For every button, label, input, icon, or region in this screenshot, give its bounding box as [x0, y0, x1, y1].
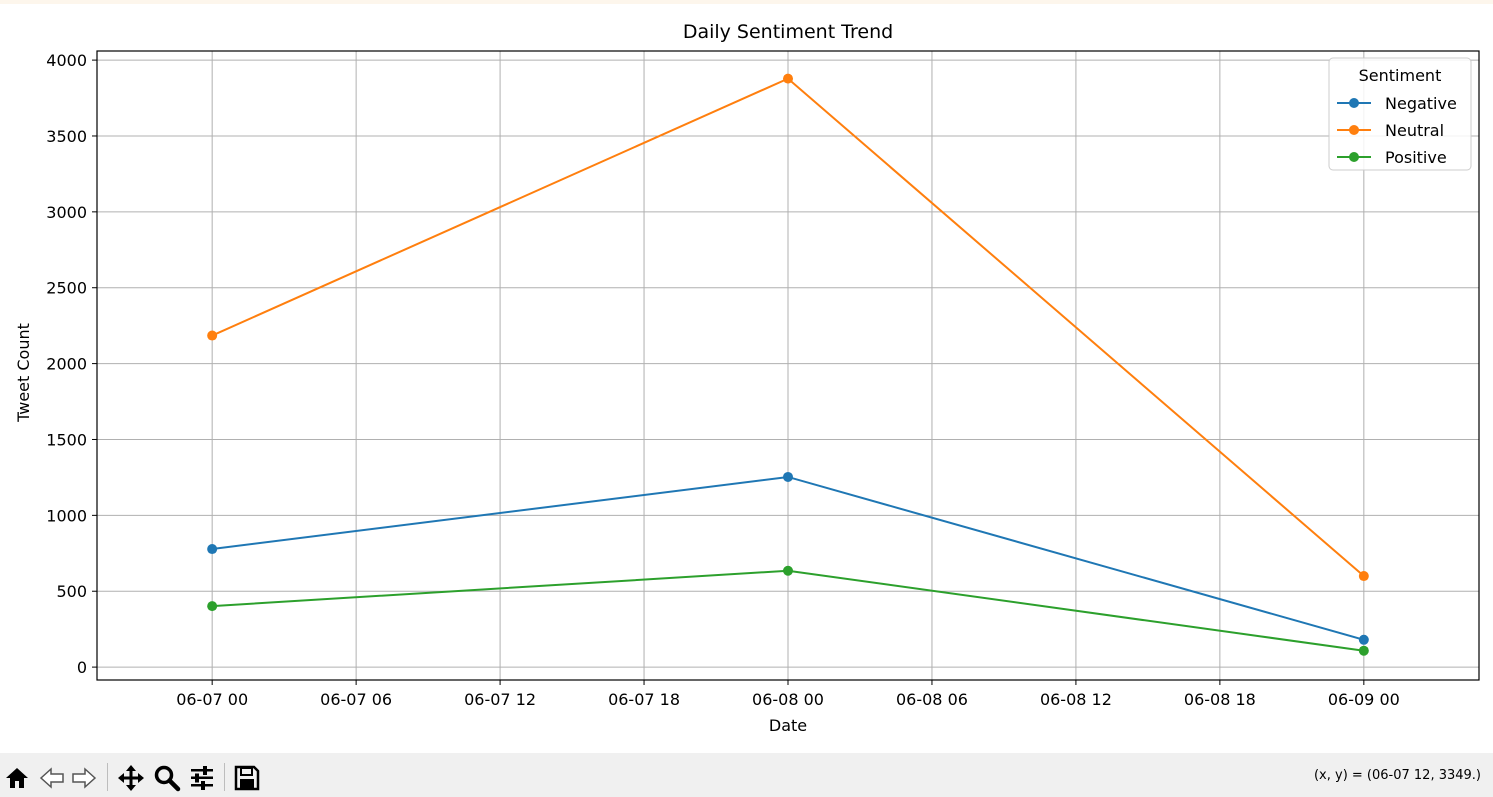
x-tick-label: 06-07 06: [320, 690, 392, 709]
navigation-toolbar: (x, y) = (06-07 12, 3349.): [0, 753, 1493, 797]
line-chart: 06-07 00 06-07 06 06-07 12 06-07 18 06-08 00…: [14, 21, 1480, 735]
x-tick-label: 06-07 18: [608, 690, 680, 709]
toolbar-separator: [107, 763, 108, 791]
y-tick-label: 500: [56, 582, 87, 601]
x-tick-label: 06-08 12: [1040, 690, 1112, 709]
pan-button[interactable]: [116, 763, 146, 793]
data-point-negative: [1358, 634, 1369, 645]
y-axis-label: Tweet Count: [14, 323, 33, 423]
home-icon: [6, 768, 28, 788]
legend-label-positive: Positive: [1385, 148, 1447, 167]
save-button[interactable]: [232, 763, 262, 793]
legend-label-negative: Negative: [1385, 94, 1457, 113]
figure-canvas: 06-07 00 06-07 06 06-07 12 06-07 18 06-08 00…: [0, 4, 1493, 753]
legend-marker-neutral: [1349, 125, 1359, 135]
zoom-icon: [154, 765, 181, 792]
y-tick-label: 1000: [46, 506, 87, 525]
forward-icon: [72, 767, 97, 789]
x-axis-label: Date: [769, 716, 807, 735]
data-point-positive: [207, 601, 218, 612]
x-tick-label: 06-09 00: [1328, 690, 1400, 709]
data-point-neutral: [207, 330, 218, 341]
x-tick-label: 06-08 18: [1184, 690, 1256, 709]
forward-button[interactable]: [69, 763, 99, 793]
window-top-strip: [0, 0, 1493, 4]
y-tick-label: 1500: [46, 430, 87, 449]
y-tick-label: 0: [77, 658, 87, 677]
back-icon: [39, 767, 64, 789]
y-tick-label: 2500: [46, 279, 87, 298]
x-tick-label: 06-07 12: [464, 690, 536, 709]
y-tick-label: 3000: [46, 203, 87, 222]
toolbar-separator: [224, 763, 225, 791]
y-tick-label: 3500: [46, 127, 87, 146]
data-point-negative: [207, 544, 218, 555]
data-point-positive: [1358, 645, 1369, 656]
home-button[interactable]: [2, 763, 32, 793]
configure-icon: [191, 766, 213, 790]
cursor-coordinates: (x, y) = (06-07 12, 3349.): [1313, 768, 1481, 783]
data-point-neutral: [783, 73, 793, 84]
legend-marker-negative: [1349, 98, 1359, 108]
configure-button[interactable]: [187, 763, 217, 793]
pan-icon: [118, 765, 144, 791]
legend-box: [1328, 57, 1472, 171]
back-button[interactable]: [37, 763, 67, 793]
data-point-negative: [783, 471, 793, 482]
y-tick-label: 2000: [46, 355, 87, 374]
zoom-button[interactable]: [152, 763, 182, 793]
data-point-positive: [783, 565, 793, 576]
x-tick-label: 06-08 00: [752, 690, 824, 709]
y-tick-label: 4000: [46, 51, 87, 70]
x-tick-label: 06-08 06: [896, 690, 968, 709]
chart-title: Daily Sentiment Trend: [683, 21, 893, 43]
legend-marker-positive: [1349, 152, 1359, 162]
legend-label-neutral: Neutral: [1385, 121, 1444, 140]
save-icon: [234, 765, 260, 791]
data-point-neutral: [1358, 571, 1369, 582]
x-tick-label: 06-07 00: [176, 690, 248, 709]
legend-title: Sentiment: [1359, 66, 1442, 85]
